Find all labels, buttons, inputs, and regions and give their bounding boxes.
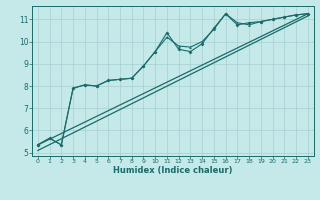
X-axis label: Humidex (Indice chaleur): Humidex (Indice chaleur) (113, 166, 233, 175)
